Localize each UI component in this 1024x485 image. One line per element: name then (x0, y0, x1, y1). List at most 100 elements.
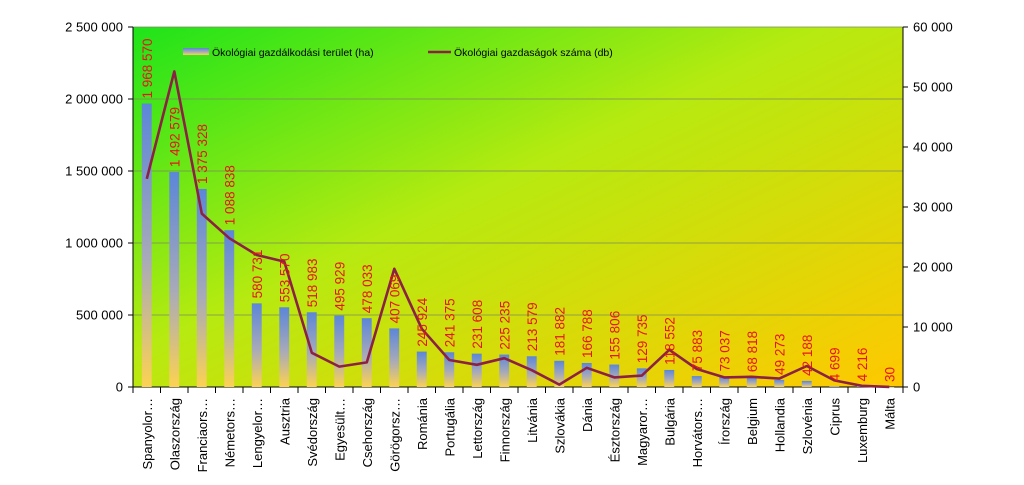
y-left-tick-label: 500 000 (76, 308, 123, 323)
bar (196, 188, 207, 387)
category-label: Belgium (745, 398, 760, 445)
data-label: 213 579 (525, 302, 540, 351)
legend-bar-label: Ökológiai gazdálkodási terület (ha) (212, 47, 374, 59)
category-label: Németors… (222, 398, 237, 467)
bar (719, 376, 730, 387)
category-label: Írország (717, 398, 732, 445)
category-label: Magyaror… (635, 398, 650, 466)
bar (389, 328, 400, 387)
data-label: 1 088 838 (222, 165, 237, 225)
data-label: 495 929 (332, 262, 347, 311)
data-label: 241 375 (442, 298, 457, 347)
category-label: Bulgária (662, 397, 677, 445)
y-right-tick-label: 20 000 (913, 260, 953, 275)
bar (554, 360, 565, 387)
category-label: Olaszország (167, 398, 182, 470)
category-label: Észtország (607, 398, 622, 462)
data-label: 155 806 (607, 311, 622, 360)
bar (609, 364, 620, 387)
data-label: 407 069 (387, 275, 402, 324)
data-label: 1 492 579 (167, 107, 182, 167)
data-label: 553 570 (277, 253, 292, 302)
bar (224, 230, 235, 387)
bar (334, 315, 345, 387)
bar (279, 307, 290, 387)
bar (141, 103, 152, 388)
y-right-tick-label: 60 000 (913, 20, 953, 35)
data-label: 68 818 (745, 331, 760, 372)
bar (801, 380, 812, 387)
data-label: 181 882 (552, 307, 567, 356)
data-label: 118 552 (662, 317, 677, 365)
x-axis-categories: Spanyolor… Olaszország Franciaors… Németors… (140, 397, 897, 472)
category-label: Görögorsz… (387, 398, 402, 472)
bar (636, 368, 647, 387)
data-label: 73 037 (717, 330, 732, 371)
bar (444, 352, 455, 387)
category-label: Finnország (497, 398, 512, 462)
data-label: 75 883 (690, 330, 705, 371)
y-right-tick-label: 30 000 (913, 200, 953, 215)
data-label: 518 983 (305, 258, 320, 307)
plot-background (133, 27, 903, 387)
y-right-tick-label: 50 000 (913, 80, 953, 95)
category-label: Svédország (305, 398, 320, 467)
data-label: 478 033 (360, 264, 375, 313)
legend-line-label: Ökológiai gazdaságok száma (db) (454, 47, 613, 59)
data-labels: 1 968 570 1 492 579 1 375 328 1 088 838 580 … (140, 38, 897, 382)
bar (746, 377, 757, 387)
category-label: Románia (415, 397, 430, 450)
bar (664, 369, 675, 387)
category-label: Ciprus (827, 398, 842, 436)
y-right-tick-label: 10 000 (913, 320, 953, 335)
data-label: 49 273 (772, 334, 787, 375)
category-label: Csehország (360, 398, 375, 467)
bar (774, 379, 785, 387)
y-left-tick-label: 0 (116, 380, 123, 395)
category-label: Hollandia (772, 397, 787, 452)
data-label: 129 735 (635, 314, 650, 363)
category-label: Málta (882, 397, 897, 430)
bar (471, 353, 482, 387)
data-label: 42 188 (800, 335, 815, 376)
category-label: Litvánia (525, 397, 540, 443)
bar (251, 303, 262, 387)
category-label: Ausztria (277, 397, 292, 445)
y-left-tick-label: 2 500 000 (65, 20, 123, 35)
data-label: 245 924 (415, 297, 430, 346)
data-label: 580 731 (250, 250, 265, 299)
bar (691, 376, 702, 387)
bar (581, 362, 592, 387)
category-label: Portugália (442, 397, 457, 456)
bar (829, 386, 840, 387)
y-left-tick-label: 2 000 000 (65, 92, 123, 107)
data-label: 4 699 (827, 348, 842, 382)
line-path (145, 70, 890, 389)
data-label: 1 968 570 (140, 38, 155, 98)
bar (169, 172, 180, 387)
data-label: 231 608 (470, 300, 485, 349)
category-label: Horvátors… (690, 398, 705, 467)
bar (499, 354, 510, 387)
category-label: Szlovénia (800, 397, 815, 454)
data-label: 1 375 328 (195, 124, 210, 184)
category-label: Lettország (470, 398, 485, 459)
category-label: Franciaors… (195, 398, 210, 472)
category-label: Dánia (580, 397, 595, 432)
y-left-tick-label: 1 500 000 (65, 164, 123, 179)
data-label: 30 (882, 367, 897, 382)
data-label: 4 216 (855, 348, 870, 382)
category-label: Egyesült… (332, 398, 347, 461)
legend-bar-swatch (183, 48, 209, 55)
category-label: Lengyelor… (250, 398, 265, 468)
bar (416, 351, 427, 387)
category-label: Spanyolor… (140, 398, 155, 470)
y-right-tick-label: 0 (913, 380, 920, 395)
legend: Ökológiai gazdálkodási terület (ha) Ökol… (183, 47, 613, 59)
data-label: 225 235 (497, 301, 512, 350)
line-series (145, 70, 890, 389)
y-right-tick-label: 40 000 (913, 140, 953, 155)
data-label: 166 788 (580, 309, 595, 358)
bar (361, 318, 372, 387)
